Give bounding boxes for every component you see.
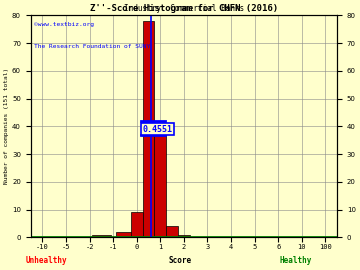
- Bar: [116, 232, 134, 237]
- Y-axis label: Number of companies (151 total): Number of companies (151 total): [4, 68, 9, 184]
- Text: The Research Foundation of SUNY: The Research Foundation of SUNY: [34, 44, 150, 49]
- Bar: [166, 226, 178, 237]
- Bar: [178, 235, 190, 237]
- Text: ©www.textbiz.org: ©www.textbiz.org: [34, 22, 94, 27]
- Text: Unhealthy: Unhealthy: [26, 256, 68, 265]
- Title: Z''-Score Histogram for CHFN (2016): Z''-Score Histogram for CHFN (2016): [90, 4, 278, 13]
- Text: Industry: Commercial Banks: Industry: Commercial Banks: [124, 4, 244, 13]
- Bar: [154, 126, 166, 237]
- Bar: [92, 235, 111, 237]
- Bar: [131, 212, 143, 237]
- Bar: [143, 21, 154, 237]
- Text: 0.4551: 0.4551: [143, 125, 173, 134]
- Text: Score: Score: [168, 256, 192, 265]
- Text: Healthy: Healthy: [279, 256, 311, 265]
